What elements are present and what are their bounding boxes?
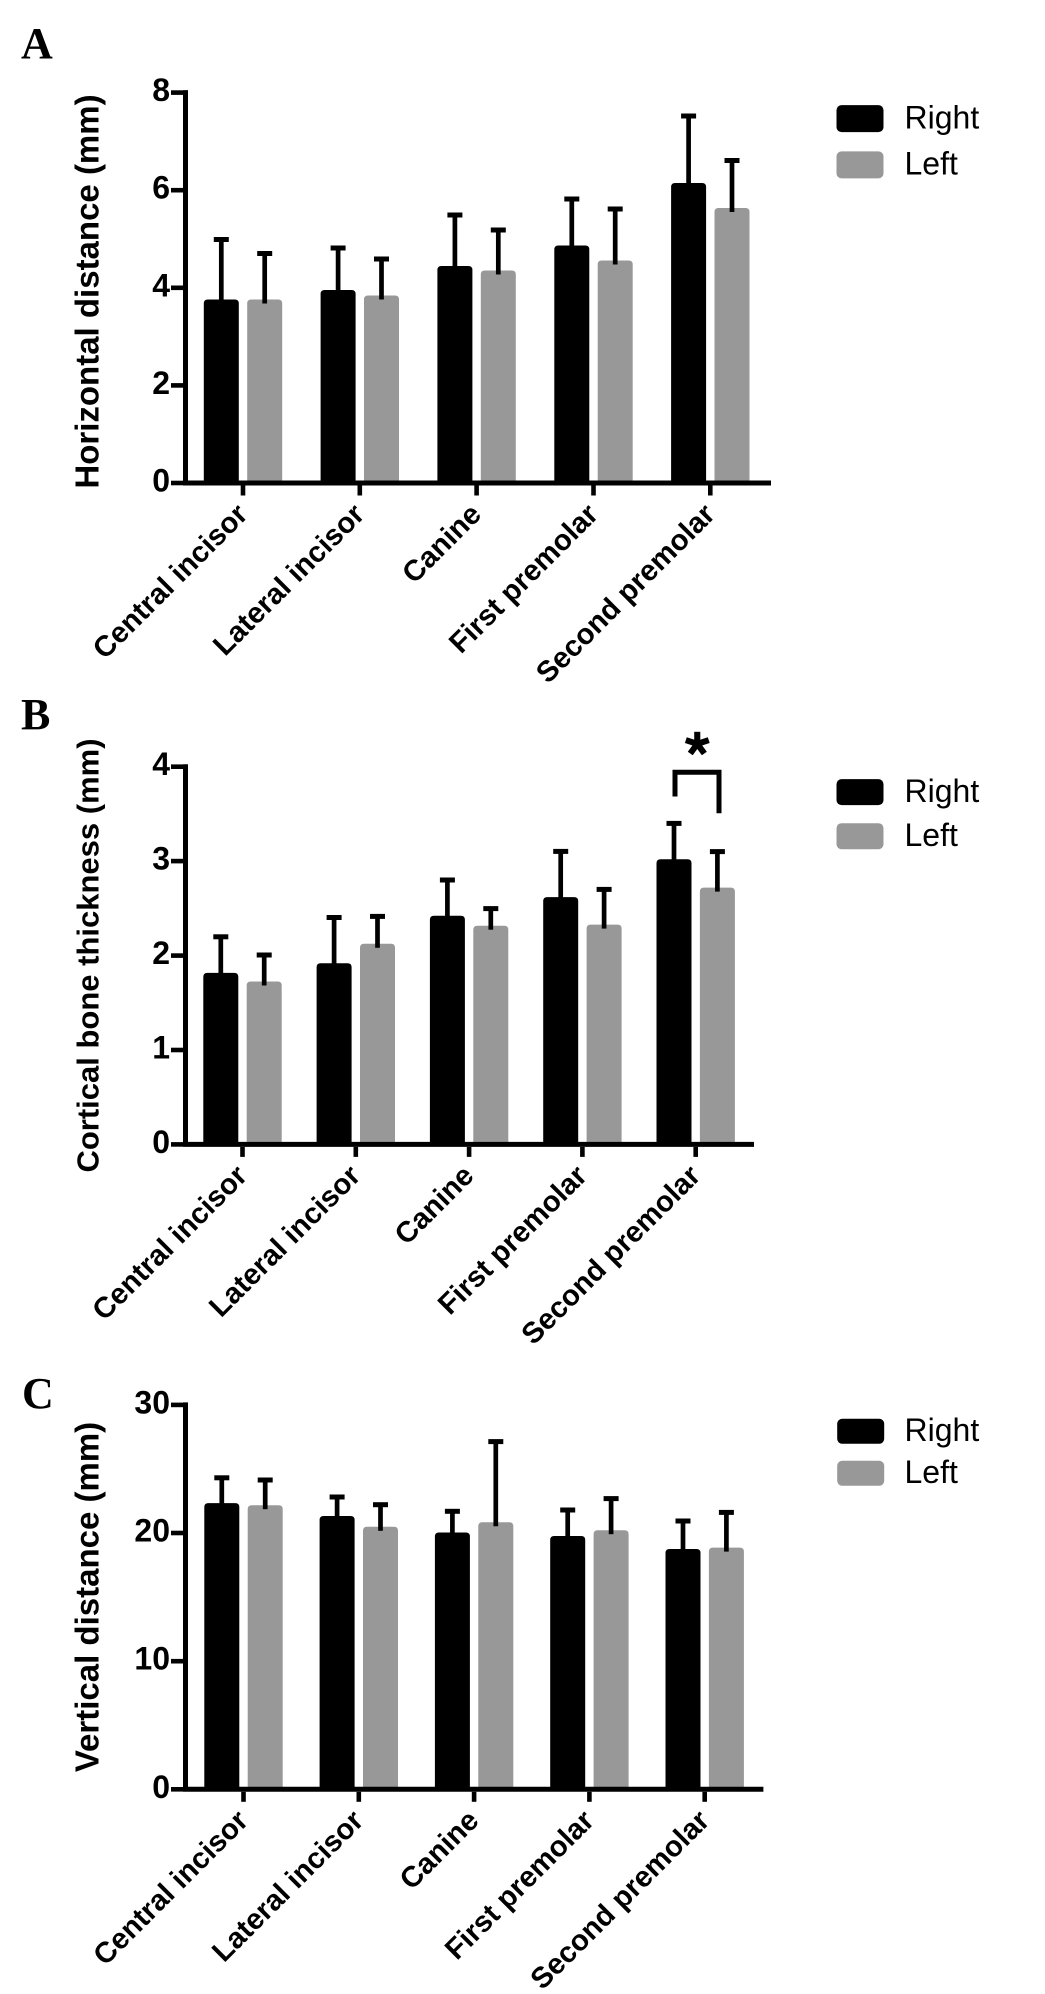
- svg-text:8: 8: [152, 72, 170, 108]
- svg-text:A: A: [21, 19, 53, 68]
- svg-text:1: 1: [152, 1030, 170, 1066]
- svg-text:30: 30: [134, 1384, 170, 1420]
- svg-text:4: 4: [152, 267, 170, 303]
- svg-text:10: 10: [134, 1641, 170, 1677]
- svg-text:Right: Right: [905, 99, 980, 135]
- svg-text:Vertical distance (mm): Vertical distance (mm): [69, 1422, 106, 1772]
- svg-text:4: 4: [152, 746, 170, 782]
- svg-text:3: 3: [152, 841, 170, 877]
- svg-text:2: 2: [152, 935, 170, 971]
- svg-text:Left: Left: [905, 817, 958, 853]
- svg-text:0: 0: [152, 1124, 170, 1160]
- svg-text:Right: Right: [905, 1412, 980, 1448]
- svg-text:Left: Left: [905, 146, 958, 182]
- svg-text:Left: Left: [905, 1454, 958, 1490]
- svg-text:0: 0: [152, 1769, 170, 1805]
- svg-text:0: 0: [152, 463, 170, 499]
- svg-text:B: B: [21, 690, 50, 739]
- svg-text:6: 6: [152, 170, 170, 206]
- svg-text:Horizontal distance (mm): Horizontal distance (mm): [69, 94, 106, 488]
- svg-text:Cortical bone thickness (mm): Cortical bone thickness (mm): [71, 738, 106, 1172]
- svg-text:Right: Right: [905, 773, 980, 809]
- svg-text:20: 20: [134, 1513, 170, 1549]
- svg-text:C: C: [22, 1369, 54, 1418]
- svg-text:2: 2: [152, 365, 170, 401]
